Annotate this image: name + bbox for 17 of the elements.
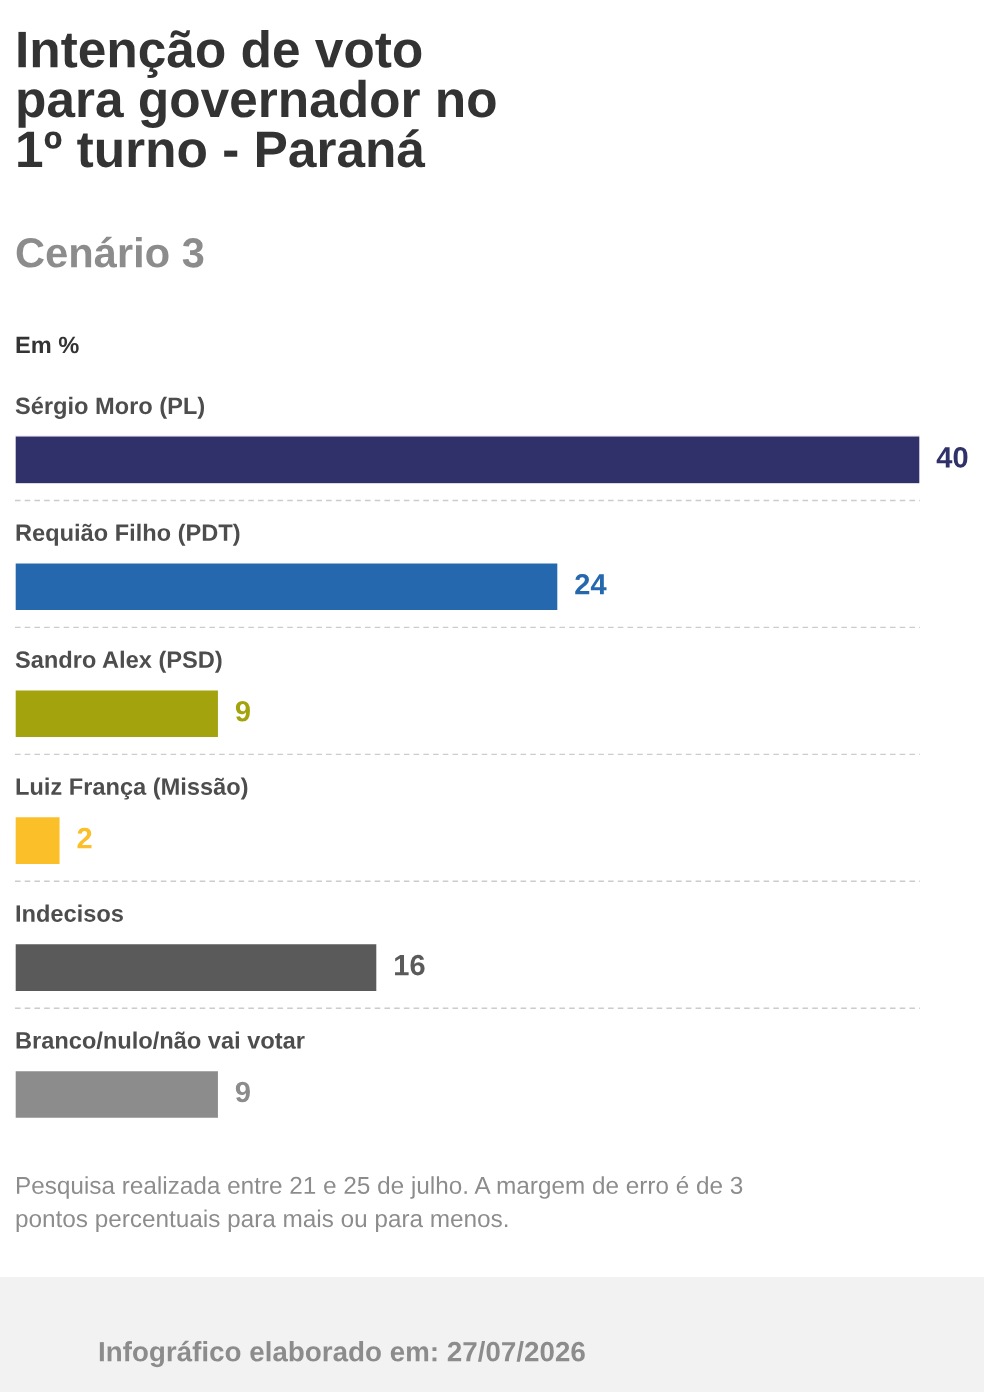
data-label: 24 — [575, 573, 607, 595]
y-tick-label: Indecisos — [16, 904, 123, 922]
chart-subtitle: Cenário 3 — [16, 236, 204, 268]
data-label: 40 — [936, 447, 968, 468]
y-tick-label: Branco/nulo/não vai votar — [16, 1031, 305, 1050]
text: Infográfico elaborado em: 27/07/2026 — [99, 1340, 585, 1368]
data-label: 9 — [235, 700, 250, 722]
annotation: Em % — [16, 336, 79, 354]
data-label: 9 — [235, 1081, 250, 1103]
y-tick-label: Sandro Alex (PSD) — [15, 650, 222, 673]
data-label: 2 — [77, 827, 92, 849]
chart-title: Intenção de voto para governador no 1º turno - Paraná — [18, 30, 496, 168]
data-label: 16 — [395, 954, 425, 976]
y-tick-label: Requião Filho (PDT) — [16, 523, 240, 546]
y-tick-label: Luiz França (Missão) — [16, 777, 248, 800]
text: Pesquisa realizada entre 21 e 25 de julho. A margem de erro é de 3 pontos percentuais para mais ou para menos. — [16, 1175, 743, 1233]
y-tick-label: Sérgio Moro (PL) — [15, 396, 205, 419]
